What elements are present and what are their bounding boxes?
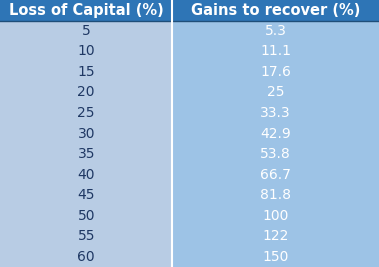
Bar: [0, 226, 172, 246]
Bar: [0, 0, 172, 21]
Bar: [0, 21, 172, 41]
Text: 45: 45: [77, 188, 95, 202]
Text: 35: 35: [77, 147, 95, 161]
Text: 66.7: 66.7: [260, 168, 291, 182]
Bar: [0, 185, 172, 205]
Bar: [172, 185, 379, 205]
Text: 25: 25: [267, 85, 285, 99]
Bar: [172, 144, 379, 164]
Text: 122: 122: [263, 229, 289, 243]
Bar: [172, 205, 379, 226]
Bar: [0, 41, 172, 62]
Text: 10: 10: [77, 44, 95, 58]
Text: 53.8: 53.8: [260, 147, 291, 161]
Text: 150: 150: [263, 250, 289, 264]
Text: 60: 60: [77, 250, 95, 264]
Bar: [0, 144, 172, 164]
Text: 42.9: 42.9: [260, 127, 291, 140]
Text: 25: 25: [77, 106, 95, 120]
Text: 55: 55: [77, 229, 95, 243]
Bar: [172, 123, 379, 144]
Text: 30: 30: [77, 127, 95, 140]
Text: 81.8: 81.8: [260, 188, 291, 202]
Text: 17.6: 17.6: [260, 65, 291, 79]
Bar: [0, 103, 172, 123]
Text: 50: 50: [77, 209, 95, 223]
Text: 5.3: 5.3: [265, 24, 287, 38]
Bar: [172, 246, 379, 267]
Text: 11.1: 11.1: [260, 44, 291, 58]
Bar: [0, 246, 172, 267]
Bar: [172, 226, 379, 246]
Bar: [172, 21, 379, 41]
Bar: [172, 0, 379, 21]
Bar: [0, 82, 172, 103]
Bar: [172, 62, 379, 82]
Text: 5: 5: [82, 24, 91, 38]
Bar: [0, 205, 172, 226]
Text: 100: 100: [263, 209, 289, 223]
Bar: [172, 82, 379, 103]
Bar: [0, 123, 172, 144]
Text: 40: 40: [77, 168, 95, 182]
Bar: [0, 164, 172, 185]
Bar: [0, 62, 172, 82]
Bar: [172, 164, 379, 185]
Text: Loss of Capital (%): Loss of Capital (%): [9, 3, 164, 18]
Text: 20: 20: [77, 85, 95, 99]
Bar: [172, 103, 379, 123]
Text: 33.3: 33.3: [260, 106, 291, 120]
Text: 15: 15: [77, 65, 95, 79]
Bar: [172, 41, 379, 62]
Text: Gains to recover (%): Gains to recover (%): [191, 3, 360, 18]
